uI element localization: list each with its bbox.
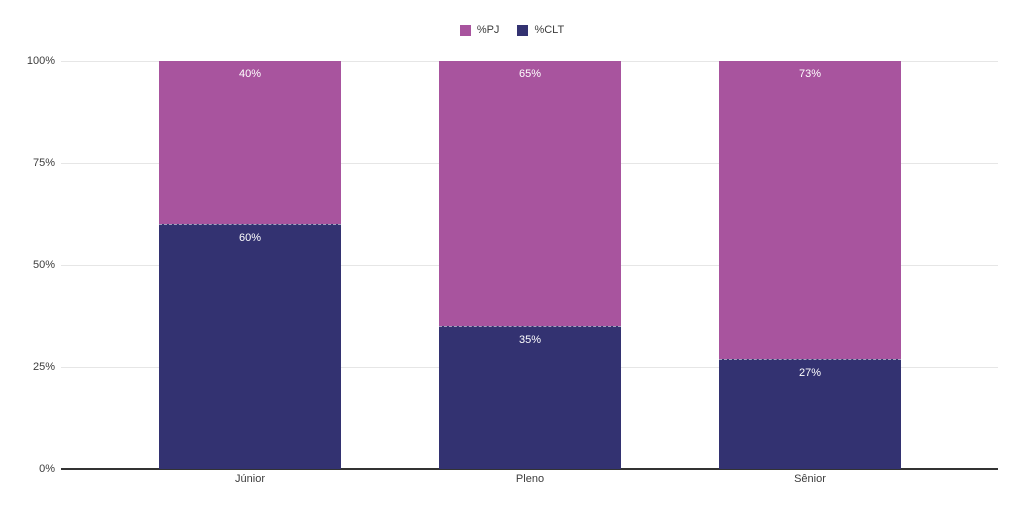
chart-legend: %PJ %CLT: [0, 24, 1024, 36]
bar-s-nior: 73% 27%: [719, 61, 901, 469]
legend-item-clt[interactable]: %CLT: [517, 24, 564, 36]
data-label: 40%: [238, 68, 262, 80]
bar-segment-s-nior-clt[interactable]: 27%: [719, 359, 901, 469]
bar-segment-pleno-clt[interactable]: 35%: [439, 326, 621, 469]
legend-label: %CLT: [534, 24, 565, 36]
data-label: 65%: [518, 68, 542, 80]
y-axis-tick-label: 100%: [26, 55, 55, 67]
bar-segment-j-nior-clt[interactable]: 60%: [159, 224, 341, 469]
bar-pleno: 65% 35%: [439, 61, 621, 469]
x-axis-category-label: Sênior: [794, 473, 826, 485]
y-axis-tick-label: 50%: [32, 259, 55, 271]
legend-swatch-pj: [459, 24, 471, 36]
x-axis-category-label: Pleno: [515, 473, 545, 485]
x-axis-line: [61, 468, 998, 470]
bar-segment-pleno-pj[interactable]: 65%: [439, 61, 621, 326]
legend-swatch-clt: [517, 24, 529, 36]
data-label: 35%: [518, 334, 542, 346]
y-axis-tick-label: 0%: [39, 463, 55, 475]
legend-label: %PJ: [476, 24, 500, 36]
bar-j-nior: 40% 60%: [159, 61, 341, 469]
data-label: 60%: [238, 232, 262, 244]
plot-area: 40% 60% 65% 35% 73% 27%: [61, 61, 998, 470]
x-axis-category-label: Júnior: [235, 473, 265, 485]
data-label: 73%: [798, 68, 822, 80]
y-axis-tick-label: 75%: [32, 157, 55, 169]
legend-item-pj[interactable]: %PJ: [459, 24, 500, 36]
y-axis-tick-label: 25%: [32, 361, 55, 373]
bar-segment-j-nior-pj[interactable]: 40%: [159, 61, 341, 224]
data-label: 27%: [798, 367, 822, 379]
bar-segment-s-nior-pj[interactable]: 73%: [719, 61, 901, 359]
